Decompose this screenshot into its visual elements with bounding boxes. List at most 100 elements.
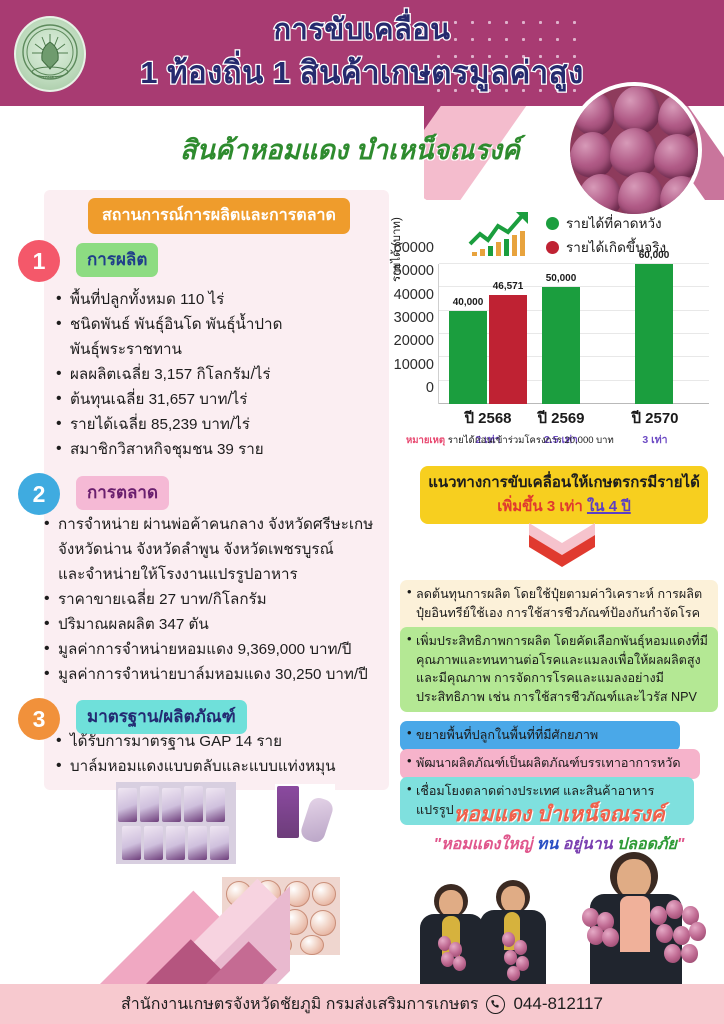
list-item: มูลค่าการจำหน่ายบาล์มหอมแดง 30,250 บาท/ป…: [44, 662, 389, 686]
y-tick: 10000: [393, 356, 434, 373]
product-photo-stick: [275, 784, 335, 848]
bar-value-label: 50,000: [545, 273, 577, 285]
quote-open: ": [433, 836, 442, 853]
list-item: ชนิดพันธ์ พันธุ์อินโด พันธุ์น้ำปาด: [56, 312, 381, 336]
strategy-item-area-expansion: ขยายพื้นที่ปลูกในพื้นที่ที่มีศักยภาพ: [400, 721, 680, 751]
onion-photo: [566, 82, 702, 218]
x-tick-label: ปี 2570: [631, 410, 679, 427]
x-sub-label: 3 เท่า: [642, 434, 668, 446]
strategy-timeframe-text: ใน 4 ปี: [586, 498, 631, 515]
person-right: [580, 852, 706, 990]
strategy-header-line2: เพิ่มขึ้น 3 เท่า ใน 4 ปี: [428, 494, 700, 518]
chart-note: หมายเหตุ รายได้ก่อนเข้าร่วมโครงการ 20,00…: [406, 433, 614, 448]
poster-title: การขับเคลื่อน 1 ท้องถิ่น 1 สินค้าเกษตรมู…: [0, 10, 724, 96]
standards-bullet-list: ได้รับการมาตรฐาน GAP 14 ราย บาล์มหอมแดงแ…: [56, 729, 386, 780]
strategy-increase-text: เพิ่มขึ้น 3 เท่า: [497, 498, 583, 515]
y-tick: 30000: [393, 310, 434, 326]
x-tick-label: ปี 2568: [464, 410, 512, 427]
bar-2568-expected: 40,000: [449, 297, 487, 404]
x-category-2569: ปี 2569 2.5 เท่า: [521, 406, 601, 448]
section-chip-standards: มาตรฐาน/ผลิตภัณฑ์: [76, 700, 247, 734]
list-item: ราคาขายเฉลี่ย 27 บาท/กิโลกรัม: [44, 587, 389, 611]
product-photo-boxes: [116, 782, 236, 864]
person-left-2: [478, 880, 548, 990]
list-item: จังหวัดน่าน จังหวัดลำพูน จังหวัดเพชรบูรณ…: [58, 541, 334, 558]
x-tick-label: ปี 2569: [537, 410, 585, 427]
chart-plot-area: 0 10000 20000 30000 40000 50000 60000 40…: [394, 240, 709, 446]
y-tick: 40000: [393, 286, 434, 303]
bar-2568-actual: 46,571: [489, 281, 527, 404]
legend-entry-actual: รายได้เกิดขึ้นจริง: [546, 236, 666, 258]
situation-banner: สถานการณ์การผลิตและการตลาด: [88, 198, 350, 234]
legend-dot-red: [546, 240, 559, 254]
title-line-2: 1 ท้องถิ่น 1 สินค้าเกษตรมูลค่าสูง: [139, 54, 584, 92]
subtitle: สินค้าหอมแดง บำเหน็จณรงค์: [180, 135, 520, 165]
slogan-line-1: หอมแดง บำเหน็จณรงค์: [453, 803, 665, 826]
x-sub-label: 2 เท่า: [475, 434, 501, 446]
dot-pattern: [430, 14, 590, 94]
note-prefix: หมายเหตุ: [406, 435, 446, 446]
note-text: รายได้ก่อนเข้าร่วมโครงการ 20,000 บาท: [447, 435, 614, 446]
legend-label: รายได้เกิดขึ้นจริง: [566, 240, 667, 255]
list-item: พื้นที่ปลูกทั้งหมด 110 ไร่: [56, 287, 381, 311]
y-tick: 60000: [393, 240, 434, 256]
bar-2570-expected: 60,000: [635, 250, 673, 404]
slogan-word-1: หอมแดงใหญ่: [441, 836, 533, 853]
list-item: มูลค่าการจำหน่ายหอมแดง 9,369,000 บาท/ปี: [44, 637, 389, 661]
income-bar-chart: รายได้ที่คาดหวัง รายได้เกิดขึ้นจริง รายไ…: [390, 208, 720, 453]
strategy-item-product-development: พัฒนาผลิตภัณฑ์เป็นผลิตภัณฑ์บรรเทาอาการหว…: [400, 749, 700, 779]
footer-office-text: สำนักงานเกษตรจังหวัดชัยภูมิ กรมส่งเสริมก…: [121, 995, 479, 1013]
list-item: ผลผลิตเฉลี่ย 3,157 กิโลกรัม/ไร่: [56, 362, 381, 386]
phone-icon: [486, 994, 506, 1014]
chart-legend: รายได้ที่คาดหวัง รายได้เกิดขึ้นจริง: [436, 208, 721, 260]
list-item: สมาชิกวิสาหกิจชุมชน 39 ราย: [56, 437, 381, 461]
x-category-2568: ปี 2568 2 เท่า: [445, 406, 531, 448]
section-number-3: 3: [18, 698, 60, 740]
quote-close: ": [676, 836, 685, 853]
strategy-item-efficiency: เพิ่มประสิทธิภาพการผลิต โดยคัดเลือกพันธุ…: [400, 627, 718, 712]
x-category-2570: ปี 2570 3 เท่า: [615, 406, 695, 448]
person-left-1: [418, 884, 488, 990]
slogan-line-2: "หอมแดงใหญ่ ทน อยู่นาน ปลอดภัย": [400, 832, 718, 857]
list-item: และจำหน่ายให้โรงงานแปรรูปอาหาร: [58, 566, 298, 583]
list-item: ได้รับการมาตรฐาน GAP 14 ราย: [56, 729, 386, 753]
bar-2569-expected: 50,000: [542, 273, 580, 404]
list-item: รายได้เฉลี่ย 85,239 บาท/ไร่: [56, 412, 381, 436]
marketing-bullet-list: การจำหน่าย ผ่านพ่อค้าคนกลาง จังหวัดศรีษะ…: [44, 512, 389, 688]
bar-value-label: 40,000: [452, 296, 484, 308]
phone-glyph: [491, 999, 500, 1008]
growth-arrow-icon: [468, 212, 528, 256]
farmers-photo: [400, 850, 724, 990]
slogan-word-4: ปลอดภัย: [617, 836, 677, 853]
list-item: ต้นทุนเฉลี่ย 31,657 บาท/ไร่: [56, 387, 381, 411]
list-item: พันธุ์พระราชทาน: [70, 341, 182, 358]
legend-entry-expected: รายได้ที่คาดหวัง: [546, 212, 662, 234]
slogan-word-3: อยู่นาน: [562, 836, 613, 853]
section-chip-production: การผลิต: [76, 243, 159, 277]
strategy-header-line1: แนวทางการขับเคลื่อนให้เกษตรกรมีรายได้: [428, 474, 700, 491]
legend-label: รายได้ที่คาดหวัง: [566, 216, 662, 231]
slogan-word-2: ทน: [536, 836, 559, 853]
section-chip-marketing: การตลาด: [76, 476, 170, 510]
production-bullet-list: พื้นที่ปลูกทั้งหมด 110 ไร่ ชนิดพันธ์ พัน…: [56, 287, 381, 463]
garuda-emblem-logo: เกษตร: [14, 16, 86, 92]
section-number-2: 2: [18, 473, 60, 515]
bar-value-label: 46,571: [492, 281, 524, 293]
y-tick: 20000: [393, 333, 434, 350]
y-tick: 0: [425, 380, 434, 396]
bar-value-label: 60,000: [638, 250, 670, 261]
garuda-icon: เกษตร: [22, 24, 78, 81]
strategy-item-market-linkage: เชื่อมโยงตลาดต่างประเทศ และสินค้าอาหารแป…: [400, 777, 694, 825]
y-tick: 50000: [393, 263, 434, 280]
list-item: ปริมาณผลผลิต 347 ตัน: [44, 612, 389, 636]
chevron-down-icon: [529, 523, 595, 567]
section-number-1: 1: [18, 240, 60, 282]
x-sub-label: 2.5 เท่า: [544, 434, 578, 446]
title-line-1: การขับเคลื่อน: [272, 13, 451, 48]
slogan-block: หอมแดง บำเหน็จณรงค์ "หอมแดงใหญ่ ทน อยู่น…: [400, 798, 718, 857]
footer-phone-number: 044-812117: [513, 994, 603, 1013]
list-item: การจำหน่าย ผ่านพ่อค้าคนกลาง จังหวัดศรีษะ…: [44, 512, 389, 536]
footer-bar: สำนักงานเกษตรจังหวัดชัยภูมิ กรมส่งเสริมก…: [0, 984, 724, 1024]
svg-text:เกษตร: เกษตร: [43, 75, 57, 81]
